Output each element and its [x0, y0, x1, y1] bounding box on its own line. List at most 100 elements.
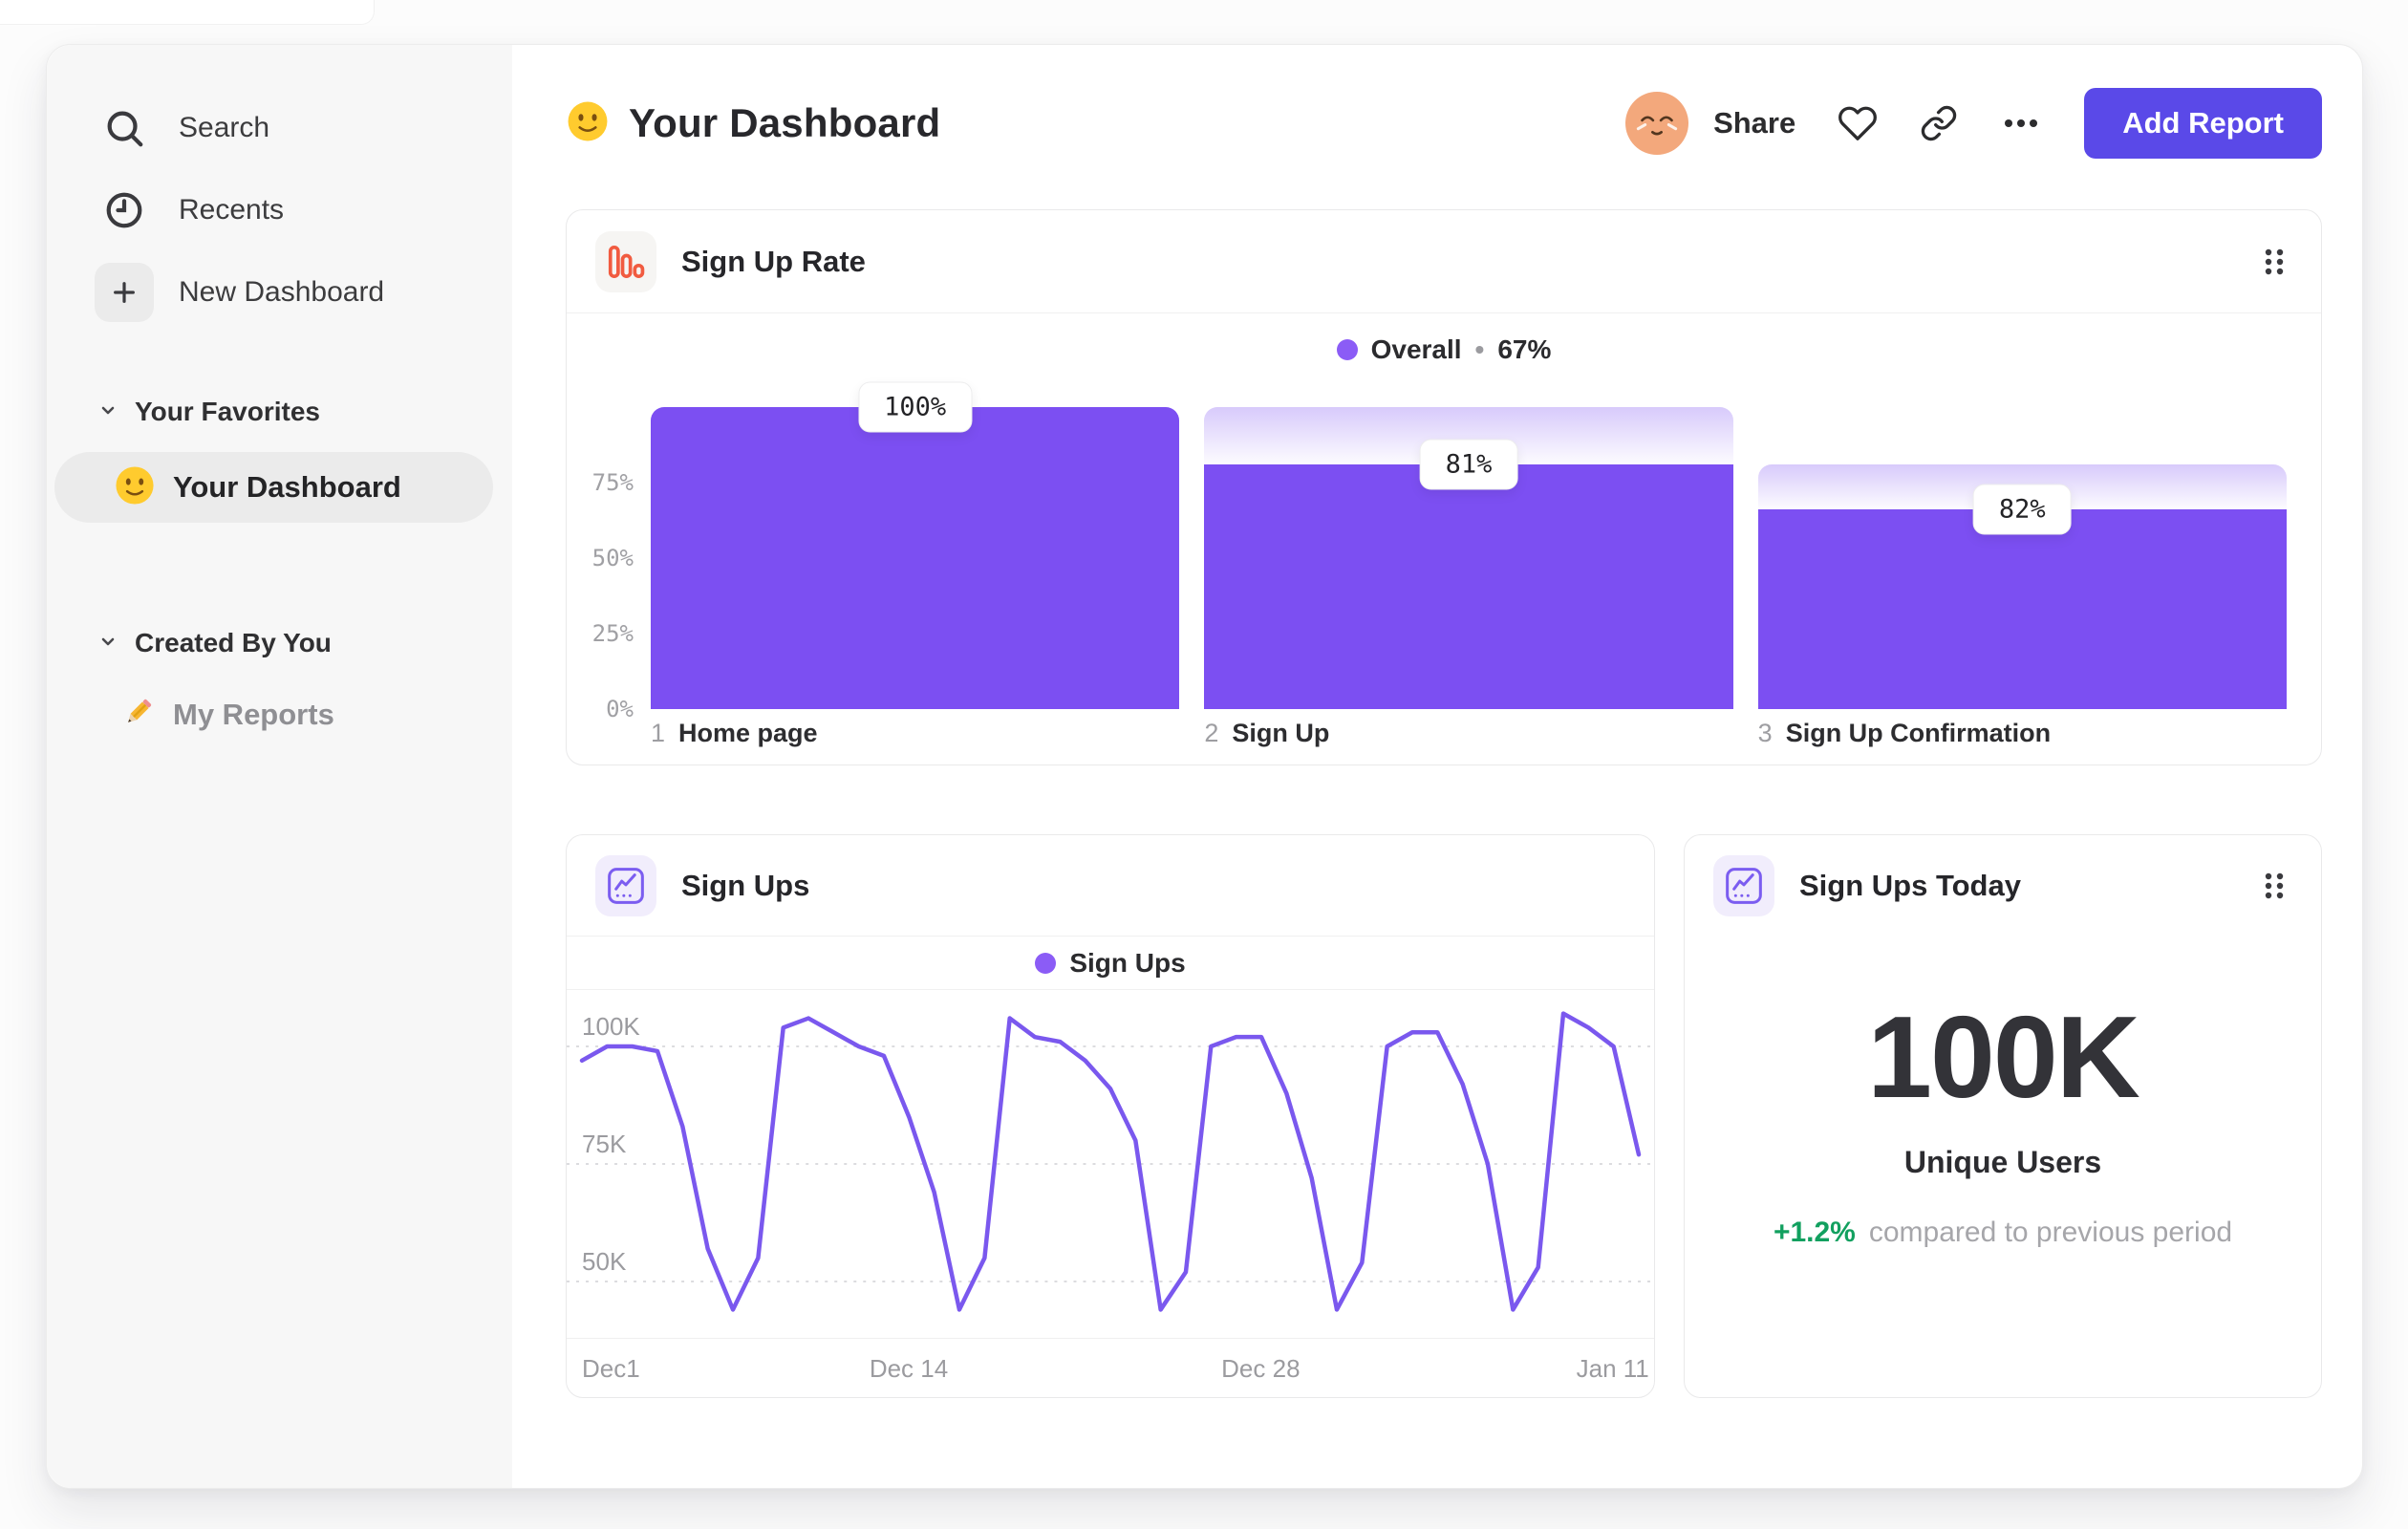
add-report-button[interactable]: Add Report	[2084, 88, 2322, 159]
legend-value: 67%	[1497, 334, 1552, 364]
legend-separator: •	[1474, 334, 1485, 364]
legend-label: Overall	[1370, 334, 1462, 364]
chevron-down-icon	[97, 630, 119, 657]
funnel-bar-fill	[1204, 464, 1733, 709]
pencil-emoji	[118, 693, 158, 738]
y-tick-label: 75K	[582, 1130, 627, 1158]
y-tick-label: 75%	[591, 469, 634, 496]
funnel-bars: 100% 81% 82%	[651, 381, 2287, 709]
x-tick-label: Dec 14	[869, 1354, 949, 1383]
conversion-badge: 82%	[1972, 484, 2072, 535]
funnel-bar[interactable]: 100%	[651, 381, 1180, 709]
line-chart-plot[interactable]: 100K 75K 50K	[567, 990, 1654, 1338]
sidebar-item-search[interactable]: Search	[47, 87, 512, 169]
sidebar-item-your-dashboard[interactable]: Your Dashboard	[54, 452, 493, 523]
funnel-step-label: 3 Sign Up Confirmation	[1758, 719, 2287, 748]
legend-label: Sign Ups	[1069, 947, 1186, 978]
legend-dot	[1336, 339, 1358, 360]
drag-handle-icon[interactable]	[2262, 870, 2287, 902]
line-series	[579, 1011, 1642, 1312]
x-tick-label: Dec1	[582, 1354, 640, 1383]
card-title: Sign Ups	[681, 868, 810, 902]
chevron-down-icon	[97, 398, 119, 426]
sign-up-rate-card: Sign Up Rate Overall • 67% 75% 50% 25% 0%	[566, 209, 2322, 765]
delta-value: +1.2%	[1773, 1217, 1856, 1248]
y-tick-label: 50%	[591, 545, 634, 571]
header-actions: Share Add Report	[1625, 88, 2322, 159]
more-options-icon[interactable]	[2000, 102, 2042, 144]
background-window-edge	[0, 0, 375, 25]
y-tick-label: 25%	[591, 620, 634, 647]
funnel-legend[interactable]: Overall • 67%	[567, 334, 2321, 365]
x-tick-label: Dec 28	[1221, 1354, 1301, 1383]
smiley-emoji	[566, 99, 610, 148]
funnel-x-axis: 1 Home page 2 Sign Up 3 Sign Up Confirmation	[651, 719, 2287, 748]
step-number: 3	[1757, 719, 1773, 747]
avatar[interactable]	[1625, 92, 1689, 155]
plus-icon	[95, 263, 154, 322]
metric-label: Unique Users	[1903, 1145, 2102, 1179]
sidebar-item-label: New Dashboard	[179, 276, 385, 308]
favorite-heart-icon[interactable]	[1838, 103, 1878, 143]
share-button[interactable]: Share	[1713, 106, 1796, 140]
funnel-bar-fill	[651, 407, 1180, 709]
legend-dot	[1035, 952, 1057, 974]
copy-link-icon[interactable]	[1920, 104, 1958, 142]
card-header: Sign Up Rate	[567, 210, 2321, 313]
conversion-badge: 81%	[1419, 439, 1518, 490]
funnel-bar[interactable]: 82%	[1757, 407, 2287, 709]
funnel-bar-fill	[1757, 509, 2287, 709]
card-header: Sign Ups	[567, 835, 1654, 937]
sign-ups-card: Sign Ups Sign Ups 100K 75K 50K Dec1 Dec 14 D…	[566, 834, 1655, 1398]
metric-block: 100K Unique Users +1.2% compared to prev…	[1685, 937, 2321, 1249]
search-icon	[95, 98, 154, 158]
drag-handle-icon[interactable]	[2262, 246, 2287, 278]
funnel-step-label: 2 Sign Up	[1204, 719, 1732, 748]
sidebar-item-recents[interactable]: Recents	[47, 169, 512, 251]
y-tick-label: 0%	[606, 696, 634, 722]
y-tick-label: 100K	[582, 1012, 640, 1041]
main-content: Your Dashboard Share	[512, 45, 2362, 1488]
funnel-bar[interactable]: 81%	[1204, 407, 1733, 709]
page-title: Your Dashboard	[566, 99, 940, 148]
delta-note: compared to previous period	[1868, 1217, 2233, 1248]
metric-value: 100K	[1867, 992, 2140, 1122]
y-tick-label: 50K	[582, 1247, 627, 1276]
cards-row: Sign Ups Sign Ups 100K 75K 50K Dec1 Dec 14 D…	[566, 834, 2322, 1398]
card-title: Sign Ups Today	[1799, 869, 2021, 902]
sign-ups-today-card: Sign Ups Today 100K Unique Users +1.2% c…	[1684, 834, 2322, 1398]
step-name: Home page	[678, 719, 818, 747]
sidebar-section-created-by-you[interactable]: Created By You	[47, 614, 512, 672]
section-title: Your Favorites	[135, 397, 320, 426]
step-name: Sign Up Confirmation	[1785, 719, 2052, 747]
step-number: 2	[1204, 719, 1219, 747]
app-window: Search Recents New Dashboard Your Favori…	[46, 44, 2363, 1489]
x-tick-label: Jan 11	[1576, 1354, 1649, 1383]
line-legend[interactable]: Sign Ups	[567, 937, 1654, 990]
funnel-y-axis: 75% 50% 25% 0%	[591, 407, 634, 722]
sidebar-item-label: My Reports	[173, 698, 334, 731]
step-number: 1	[651, 719, 666, 747]
topbar: Your Dashboard Share	[566, 83, 2322, 163]
line-x-axis: Dec1 Dec 14 Dec 28 Jan 11	[567, 1338, 1654, 1397]
sidebar-section-your-favorites[interactable]: Your Favorites	[47, 383, 512, 441]
sidebar-item-label: Your Dashboard	[173, 470, 401, 504]
line-chart-icon	[595, 854, 656, 916]
card-title: Sign Up Rate	[681, 244, 866, 278]
clock-icon	[95, 181, 154, 240]
step-name: Sign Up	[1232, 719, 1330, 747]
funnel-plot: 75% 50% 25% 0% 100% 81% 82%	[591, 381, 2287, 722]
funnel-chart: Overall • 67% 75% 50% 25% 0% 100% 81% 82% 1 Ho…	[567, 313, 2321, 764]
section-title: Created By You	[135, 628, 332, 657]
line-chart-svg: 100K 75K 50K	[567, 1011, 1654, 1312]
sidebar-item-new-dashboard[interactable]: New Dashboard	[47, 251, 512, 334]
sidebar-item-label: Search	[179, 112, 270, 143]
line-chart-icon	[1713, 855, 1774, 916]
bar-chart-icon	[595, 230, 656, 292]
conversion-badge: 100%	[858, 381, 973, 433]
smiley-emoji	[114, 464, 156, 511]
card-header: Sign Ups Today	[1685, 835, 2321, 937]
sidebar-item-label: Recents	[179, 194, 285, 226]
sidebar-item-my-reports[interactable]: My Reports	[47, 681, 512, 748]
page-title-text: Your Dashboard	[629, 100, 941, 145]
